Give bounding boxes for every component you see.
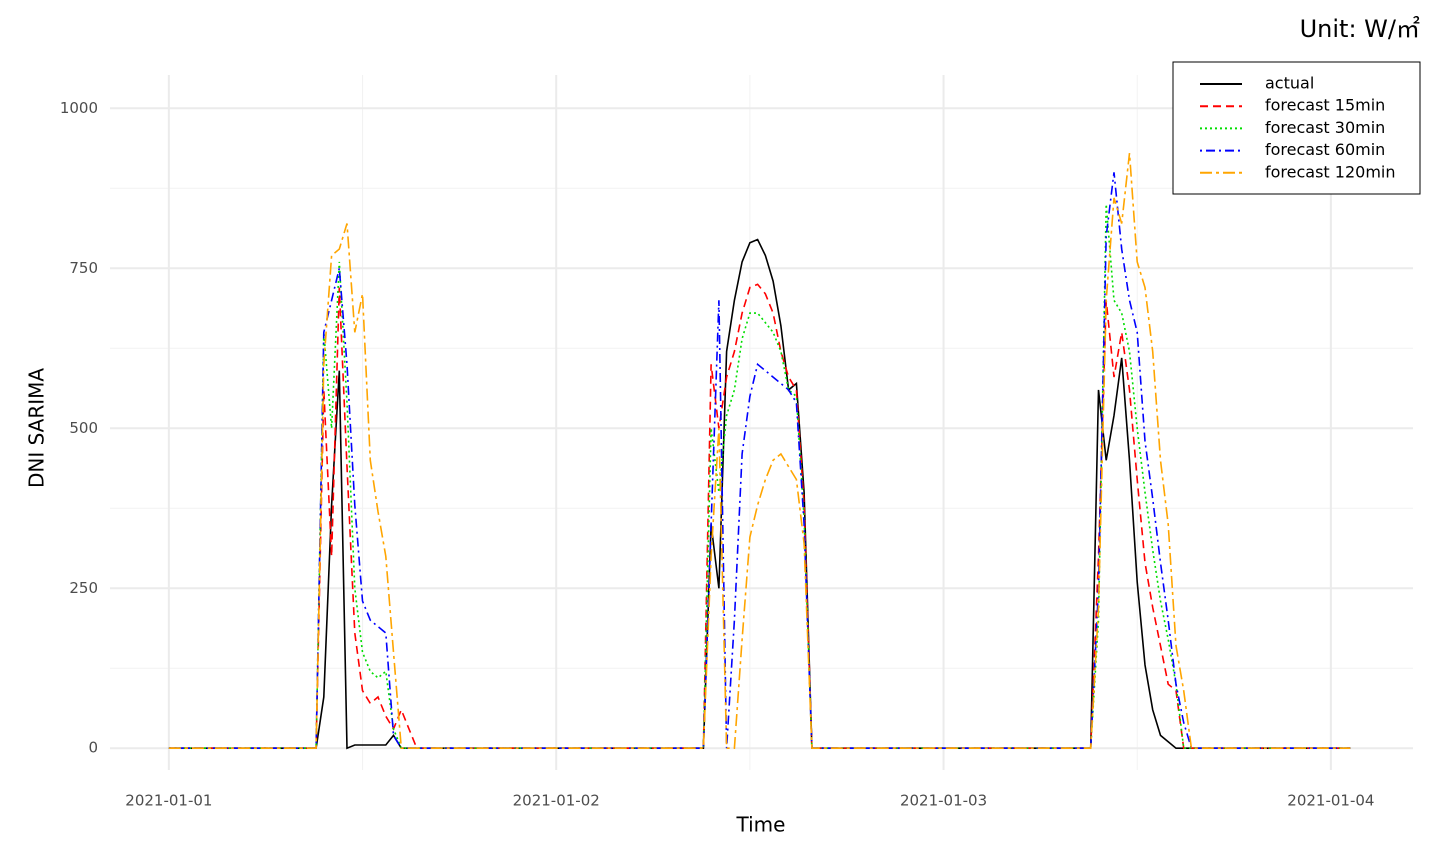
legend-label: forecast 120min <box>1265 162 1396 181</box>
y-tick-label: 0 <box>88 739 98 757</box>
y-axis-label: DNI SARIMA <box>25 368 49 488</box>
series-line <box>168 172 1351 749</box>
y-tick-label: 1000 <box>60 99 98 117</box>
series-line <box>168 204 1351 749</box>
legend-label: actual <box>1265 74 1314 93</box>
y-tick-label: 500 <box>69 419 98 437</box>
y-tick-label: 750 <box>69 259 98 277</box>
legend-label: forecast 15min <box>1265 96 1385 115</box>
series-line <box>168 153 1351 749</box>
x-tick-label: 2021-01-04 <box>1287 792 1374 810</box>
x-axis-label: Time <box>736 813 786 837</box>
grid <box>110 75 1413 770</box>
legend-label: forecast 30min <box>1265 118 1385 137</box>
x-tick-label: 2021-01-01 <box>125 792 212 810</box>
x-tick-label: 2021-01-02 <box>513 792 600 810</box>
legend-label: forecast 60min <box>1265 140 1385 159</box>
series-line <box>168 238 1351 750</box>
unit-note: Unit: W/㎡ <box>1300 15 1420 43</box>
x-tick-label: 2021-01-03 <box>900 792 987 810</box>
y-tick-label: 250 <box>69 579 98 597</box>
series-line <box>168 283 1351 749</box>
